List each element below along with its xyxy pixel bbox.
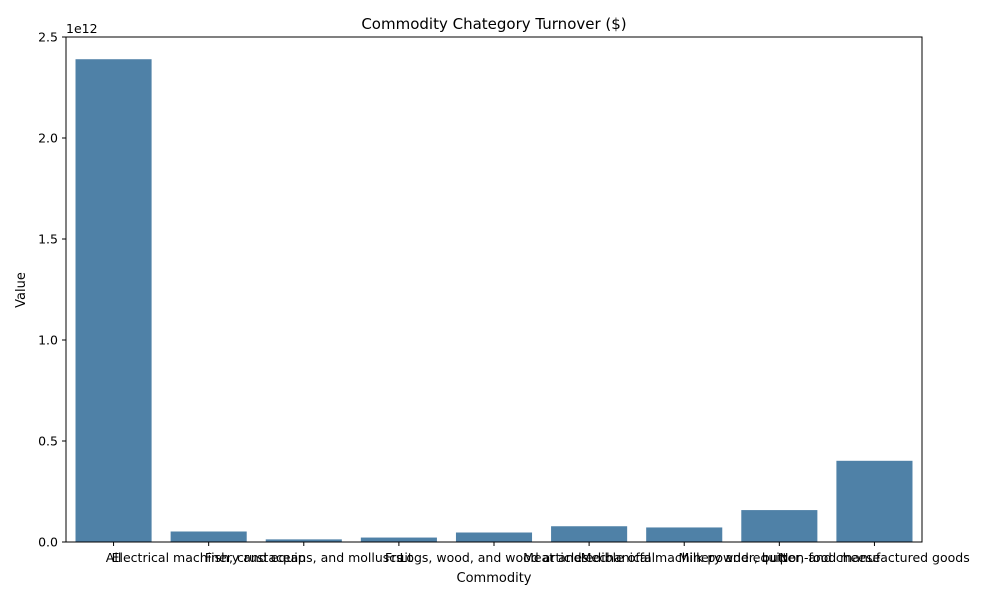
x-axis-title: Commodity (457, 571, 532, 586)
y-tick-label: 1.0 (38, 333, 58, 348)
bar (75, 59, 152, 542)
chart-title: Commodity Chategory Turnover ($) (361, 15, 626, 33)
bar (741, 510, 818, 542)
y-offset-text: 1e12 (66, 21, 98, 36)
bar (836, 460, 913, 542)
x-tick-label: Electrical machinery and equip (112, 550, 306, 565)
bar (170, 531, 247, 542)
x-tick-label: Non-food manufactured goods (779, 550, 970, 565)
y-tick-label: 0.5 (38, 434, 58, 449)
x-tick-label: Milk powder, butter, and cheese (678, 550, 880, 565)
y-tick-label: 2.0 (38, 131, 58, 146)
bars (75, 59, 913, 542)
x-tick-label: All (106, 550, 122, 565)
y-axis-title: Value (14, 272, 29, 308)
y-tick-label: 1.5 (38, 232, 58, 247)
plot-frame (65, 36, 923, 543)
bar (265, 539, 342, 542)
y-tick-label: 2.5 (38, 30, 58, 45)
x-tick-label: Fruit (385, 550, 413, 565)
x-tick-label: Logs, wood, and wood articles (400, 550, 589, 565)
bar (646, 527, 723, 542)
y-axis-ticks: 0.0 0.5 1.0 1.5 2.0 2.5 (38, 30, 66, 550)
bar (551, 526, 628, 542)
y-tick-label: 0.0 (38, 535, 58, 550)
bar (360, 537, 437, 542)
x-tick-label: Meat and edible offal (523, 550, 655, 565)
x-tick-label: Fish, crustaceans, and molluscs (205, 550, 403, 565)
bar (455, 532, 533, 542)
x-tick-label: Mechanical machinery and equip (581, 550, 788, 565)
